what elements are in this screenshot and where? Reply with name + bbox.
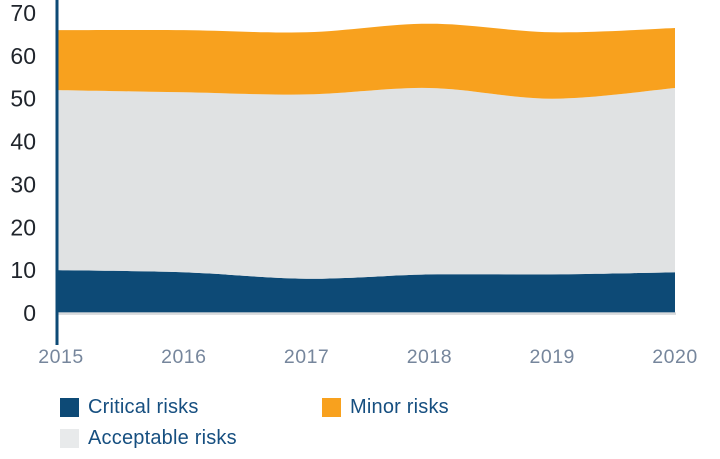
x-axis-tick-label: 2016 <box>161 346 206 368</box>
legend-item-minor-risks: Minor risks <box>322 397 449 417</box>
x-axis-tick-label: 2015 <box>38 346 83 368</box>
x-axis-tick-label: 2020 <box>652 346 697 368</box>
y-axis-tick-label: 10 <box>10 257 36 283</box>
legend-label-acceptable-risks: Acceptable risks <box>88 427 237 449</box>
x-axis-tick-label: 2017 <box>284 346 329 368</box>
y-axis-line <box>55 0 59 345</box>
area-critical-risks <box>58 270 675 313</box>
legend-item-critical-risks: Critical risks <box>60 397 199 417</box>
acceptable-risks-swatch-icon <box>60 428 79 448</box>
minor-risks-swatch-icon <box>322 397 341 417</box>
area-minor-risks <box>58 23 675 99</box>
legend-label-minor-risks: Minor risks <box>350 396 449 418</box>
x-axis-tick-label: 2019 <box>530 346 575 368</box>
critical-risks-swatch-icon <box>60 397 79 417</box>
y-axis-tick-label: 20 <box>10 214 36 240</box>
y-axis-tick-label: 60 <box>10 43 36 69</box>
y-axis-tick-label: 70 <box>10 0 36 26</box>
x-axis-tick-label: 2018 <box>407 346 452 368</box>
legend-label-critical-risks: Critical risks <box>88 396 199 418</box>
stacked-area-chart: 0 10 20 30 40 50 60 70 2015 2016 2017 2018 2019 2020 <box>10 0 697 368</box>
x-axis-baseline <box>58 312 676 315</box>
y-axis-tick-label: 40 <box>10 129 36 155</box>
y-axis-tick-label: 50 <box>10 86 36 112</box>
y-axis-tick-label: 30 <box>10 171 36 197</box>
y-axis-tick-label: 0 <box>23 300 36 326</box>
area-acceptable-risks <box>58 87 675 279</box>
legend-item-acceptable-risks: Acceptable risks <box>60 428 237 448</box>
